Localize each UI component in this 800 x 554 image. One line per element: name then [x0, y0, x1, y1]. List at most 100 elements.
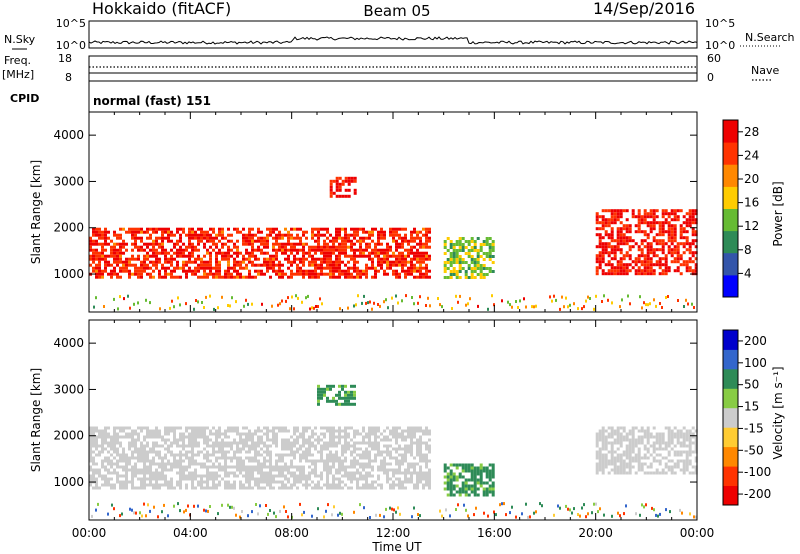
heatmap-cell: [149, 254, 152, 258]
heatmap-cell: [254, 429, 257, 433]
heatmap-cell: [149, 233, 152, 237]
heatmap-cell: [652, 444, 656, 448]
heatmap-cell: [404, 453, 407, 457]
heatmap-cell: [425, 269, 428, 273]
heatmap-cell: [391, 296, 393, 300]
heatmap-cell: [610, 248, 614, 252]
heatmap-cell: [386, 453, 389, 457]
heatmap-cell: [619, 236, 623, 240]
heatmap-cell: [272, 477, 275, 481]
heatmap-cell: [341, 512, 343, 516]
y-tick-label: 2000: [53, 221, 84, 235]
heatmap-cell: [137, 435, 140, 439]
heatmap-cell: [239, 432, 242, 436]
heatmap-cell: [601, 426, 605, 430]
heatmap-cell: [311, 245, 314, 249]
heatmap-cell: [622, 462, 626, 466]
heatmap-cell: [203, 474, 206, 478]
heatmap-cell: [664, 212, 668, 216]
heatmap-cell: [101, 438, 104, 442]
heatmap-cell: [239, 272, 242, 276]
heatmap-cell: [455, 258, 459, 261]
heatmap-cell: [140, 441, 143, 445]
heatmap-cell: [371, 465, 374, 469]
heatmap-cell: [338, 227, 341, 231]
heatmap-cell: [125, 462, 128, 466]
heatmap-cell: [245, 450, 248, 454]
heatmap-cell: [374, 435, 377, 439]
heatmap-cell: [401, 299, 403, 303]
heatmap-cell: [646, 224, 650, 228]
heatmap-cell: [634, 459, 638, 463]
heatmap-cell: [338, 236, 341, 240]
heatmap-cell: [182, 230, 185, 234]
heatmap-cell: [209, 260, 212, 264]
heatmap-cell: [224, 462, 227, 466]
heatmap-cell: [395, 257, 398, 261]
heatmap-cell: [443, 261, 447, 264]
heatmap-cell: [639, 295, 641, 299]
heatmap-cell: [275, 239, 278, 243]
heatmap-cell: [495, 513, 497, 517]
heatmap-cell: [344, 188, 348, 192]
heatmap-cell: [242, 233, 245, 237]
heatmap-cell: [140, 236, 143, 240]
heatmap-cell: [269, 266, 272, 270]
heatmap-cell: [416, 233, 419, 237]
heatmap-cell: [661, 468, 665, 472]
heatmap-cell: [694, 251, 698, 255]
heatmap-cell: [365, 301, 367, 305]
heatmap-cell: [619, 272, 623, 276]
heatmap-cell: [470, 475, 474, 479]
heatmap-cell: [305, 441, 308, 445]
heatmap-cell: [363, 506, 365, 510]
heatmap-cell: [101, 236, 104, 240]
heatmap-cell: [422, 453, 425, 457]
heatmap-cell: [248, 239, 251, 243]
heatmap-cell: [443, 246, 447, 249]
heatmap-cell: [619, 227, 623, 231]
heatmap-cell: [694, 429, 698, 433]
heatmap-cell: [694, 230, 698, 234]
heatmap-cell: [317, 266, 320, 270]
heatmap-cell: [643, 269, 647, 273]
heatmap-cell: [239, 483, 242, 487]
heatmap-cell: [395, 239, 398, 243]
heatmap-cell: [143, 266, 146, 270]
heatmap-cell: [625, 456, 629, 460]
heatmap-cell: [479, 255, 483, 258]
heatmap-cell: [200, 432, 203, 436]
heatmap-cell: [380, 438, 383, 442]
heatmap-cell: [631, 429, 635, 433]
heatmap-cell: [377, 465, 380, 469]
heatmap-cell: [610, 456, 614, 460]
heatmap-cell: [359, 465, 362, 469]
heatmap-cell: [344, 384, 347, 388]
heatmap-cell: [101, 441, 104, 445]
heatmap-cell: [616, 269, 620, 273]
heatmap-cell: [643, 218, 647, 222]
heatmap-cell: [275, 474, 278, 478]
heatmap-cell: [395, 435, 398, 439]
heatmap-cell: [610, 215, 614, 219]
heatmap-cell: [236, 275, 239, 279]
heatmap-cell: [428, 236, 431, 240]
heatmap-cell: [401, 254, 404, 258]
heatmap-cell: [407, 468, 410, 472]
heatmap-cell: [299, 471, 302, 475]
heatmap-cell: [113, 507, 115, 511]
heatmap-cell: [89, 474, 92, 478]
heatmap-cell: [158, 465, 161, 469]
heatmap-cell: [491, 270, 495, 273]
heatmap-cell: [293, 260, 296, 264]
heatmap-cell: [610, 245, 614, 249]
heatmap-cell: [467, 514, 469, 518]
heatmap-cell: [104, 266, 107, 270]
heatmap-cell: [119, 474, 122, 478]
heatmap-cell: [128, 230, 131, 234]
heatmap-cell: [188, 471, 191, 475]
heatmap-cell: [297, 296, 299, 300]
heatmap-cell: [470, 469, 474, 473]
heatmap-cell: [377, 242, 380, 246]
heatmap-cell: [227, 269, 230, 273]
